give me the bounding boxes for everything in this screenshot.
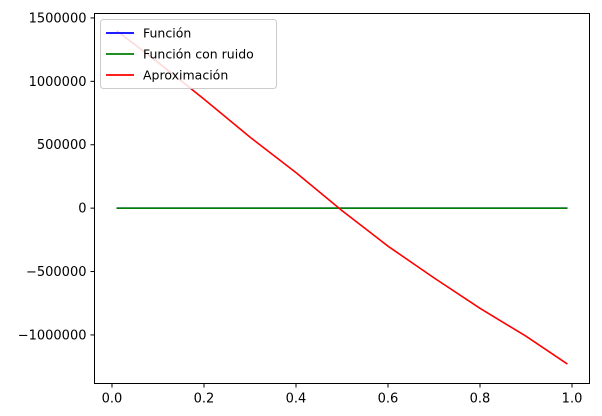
x-tick-label: 0.6 xyxy=(378,392,399,407)
x-tick-label: 0.4 xyxy=(286,392,307,407)
legend-label: Función con ruido xyxy=(143,47,254,62)
legend-label: Función xyxy=(143,26,191,41)
y-tick-label: 500000 xyxy=(37,138,87,153)
y-tick-label: 1000000 xyxy=(29,75,87,90)
y-tick-label: −1000000 xyxy=(18,328,87,343)
x-tick-label: 0.8 xyxy=(470,392,491,407)
x-tick-label: 0.0 xyxy=(102,392,123,407)
legend: Función Función con ruido Aproximación xyxy=(100,19,277,89)
x-tick-label: 1.0 xyxy=(562,392,583,407)
y-tick-label: −500000 xyxy=(26,265,87,280)
y-tick-label: 0 xyxy=(78,202,86,217)
legend-box xyxy=(100,19,277,89)
legend-label: Aproximación xyxy=(143,68,228,83)
y-axis: −1000000 −500000 0 500000 1000000 1500000 xyxy=(18,11,95,343)
plot-frame xyxy=(94,13,590,384)
legend-items: Función Función con ruido Aproximación xyxy=(106,26,254,83)
x-tick-label: 0.2 xyxy=(194,392,215,407)
x-axis: 0.0 0.2 0.4 0.6 0.8 1.0 xyxy=(102,383,583,407)
y-tick-label: 1500000 xyxy=(29,11,87,26)
